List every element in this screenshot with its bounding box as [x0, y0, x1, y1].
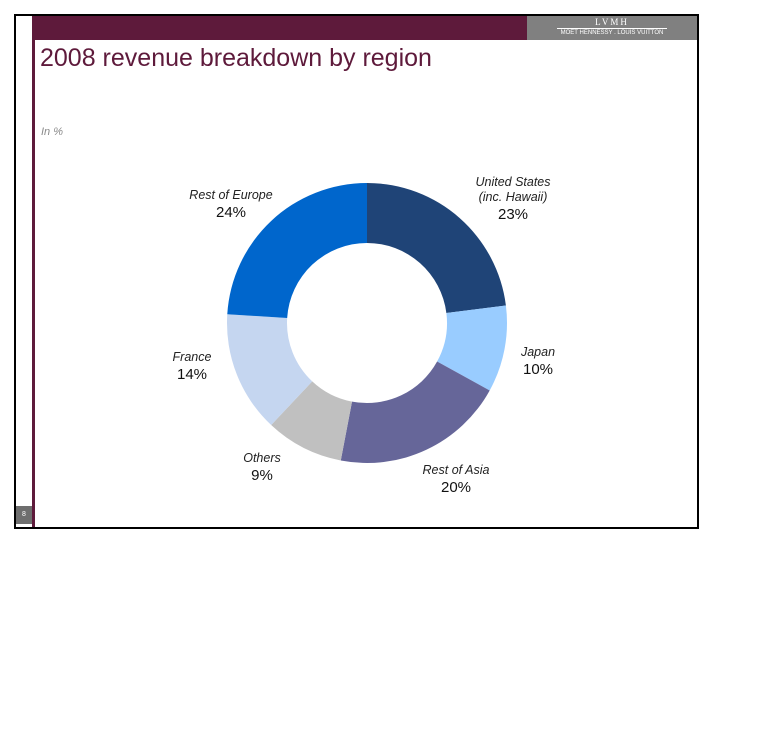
slice-others	[271, 381, 353, 461]
slice-rest-of-asia	[340, 361, 490, 463]
logo-subline: MOËT HENNESSY . LOUIS VUITTON	[560, 30, 664, 36]
slice-label: Rest of Asia	[423, 463, 490, 477]
slice-label: France	[173, 350, 212, 364]
unit-note: In %	[41, 126, 64, 138]
donut-chart: United States(inc. Hawaii) 23% Japan 10% Res…	[173, 175, 556, 496]
logo-wordmark: LVMH	[595, 17, 629, 27]
logo-divider	[557, 28, 667, 29]
slice-value-label: 20%	[441, 479, 471, 496]
slice-label: United States	[475, 175, 550, 189]
slice-label: Japan	[520, 345, 555, 359]
slice-united-states-inc-hawaii	[367, 183, 506, 313]
slice-label: Rest of Europe	[189, 188, 272, 202]
slice-label: Others	[243, 451, 281, 465]
slice-value-label: 23%	[498, 206, 528, 223]
slice-japan	[437, 305, 508, 391]
top-banner	[35, 16, 527, 40]
slice-value-label: 9%	[251, 467, 273, 484]
donut-slices	[227, 183, 508, 463]
slice-rest-of-europe	[227, 183, 367, 318]
page-number: 8	[16, 506, 32, 524]
slide-title: 2008 revenue breakdown by region	[40, 44, 432, 72]
slice-value-label: 10%	[523, 361, 553, 378]
slide: LVMH MOËT HENNESSY . LOUIS VUITTON 2008 …	[14, 14, 699, 529]
slice-value-label: 24%	[216, 204, 246, 221]
slice-value-label: 14%	[177, 366, 207, 383]
slice-france	[227, 314, 313, 426]
slice-labels: United States(inc. Hawaii) 23% Japan 10% Res…	[173, 175, 556, 496]
lvmh-logo: LVMH MOËT HENNESSY . LOUIS VUITTON	[527, 16, 697, 40]
slice-label: (inc. Hawaii)	[479, 190, 548, 204]
left-accent-bar	[32, 16, 35, 527]
